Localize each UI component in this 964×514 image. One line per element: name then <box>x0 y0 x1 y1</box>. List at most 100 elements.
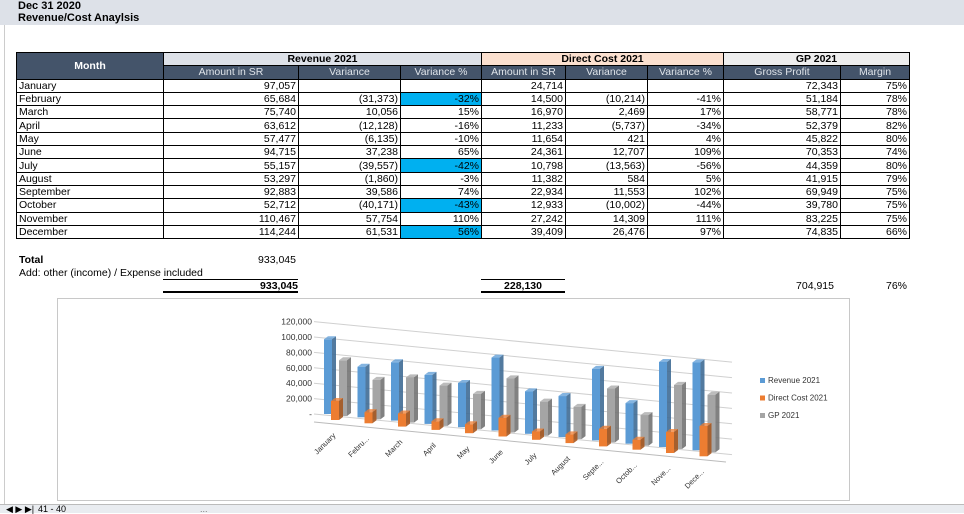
value-cell[interactable]: 27,242 <box>481 211 566 226</box>
value-cell[interactable]: 79% <box>840 171 910 186</box>
subheader-7[interactable]: Margin <box>840 65 910 80</box>
month-cell[interactable]: June <box>16 145 164 160</box>
value-cell[interactable]: 75% <box>840 184 910 200</box>
value-cell[interactable]: 109% <box>647 145 724 160</box>
value-cell[interactable]: 74,835 <box>723 224 841 240</box>
value-cell[interactable]: -42% <box>400 158 482 173</box>
value-cell[interactable]: (13,563) <box>565 158 648 173</box>
value-cell[interactable]: 56% <box>400 224 482 240</box>
month-header[interactable]: Month <box>16 52 164 80</box>
value-cell[interactable]: 70,353 <box>723 145 841 160</box>
value-cell[interactable]: 14,500 <box>481 91 566 107</box>
value-cell[interactable]: 65% <box>400 145 482 160</box>
value-cell[interactable]: 72,343 <box>723 78 841 93</box>
value-cell[interactable]: 97% <box>647 224 724 240</box>
value-cell[interactable]: 11,233 <box>481 118 566 133</box>
value-cell[interactable]: 94,715 <box>163 145 299 160</box>
value-cell[interactable]: 55,157 <box>163 158 299 173</box>
subheader-2[interactable]: Variance % <box>400 65 482 80</box>
value-cell[interactable]: 22,934 <box>481 184 566 200</box>
value-cell[interactable]: -16% <box>400 118 482 133</box>
value-cell[interactable]: 53,297 <box>163 171 299 186</box>
margin-total[interactable]: 76% <box>885 280 907 292</box>
value-cell[interactable]: 75% <box>840 198 910 213</box>
value-cell[interactable]: 4% <box>647 131 724 147</box>
value-cell[interactable]: 110% <box>400 211 482 226</box>
value-cell[interactable]: 11,553 <box>565 184 648 200</box>
month-cell[interactable]: April <box>16 118 164 133</box>
value-cell[interactable]: 63,612 <box>163 118 299 133</box>
value-cell[interactable]: 57,754 <box>298 211 401 226</box>
value-cell[interactable]: 58,771 <box>723 105 841 120</box>
value-cell[interactable]: (5,737) <box>565 118 648 133</box>
cost-group-header[interactable]: Direct Cost 2021 <box>481 51 724 67</box>
value-cell[interactable]: 66% <box>840 224 910 240</box>
value-cell[interactable]: 75% <box>840 211 910 226</box>
value-cell[interactable]: 82% <box>840 118 910 133</box>
value-cell[interactable]: 97,057 <box>163 78 299 93</box>
value-cell[interactable]: 37,238 <box>298 145 401 160</box>
value-cell[interactable]: 74% <box>840 145 910 160</box>
subheader-1[interactable]: Variance <box>298 65 401 80</box>
value-cell[interactable]: (6,135) <box>298 131 401 147</box>
value-cell[interactable]: 11,382 <box>481 171 566 186</box>
gp-total[interactable]: 704,915 <box>796 280 834 292</box>
value-cell[interactable]: 421 <box>565 131 648 147</box>
value-cell[interactable]: (31,373) <box>298 91 401 107</box>
value-cell[interactable]: 2,469 <box>565 105 648 120</box>
value-cell[interactable] <box>298 78 401 93</box>
revenue-group-header[interactable]: Revenue 2021 <box>163 51 482 67</box>
subheader-4[interactable]: Variance <box>565 65 648 80</box>
value-cell[interactable]: 26,476 <box>565 224 648 240</box>
value-cell[interactable]: 39,780 <box>723 198 841 213</box>
value-cell[interactable]: 80% <box>840 131 910 147</box>
value-cell[interactable]: 12,707 <box>565 145 648 160</box>
value-cell[interactable]: -10% <box>400 131 482 147</box>
total-value[interactable]: 933,045 <box>258 254 296 266</box>
value-cell[interactable]: 10,056 <box>298 105 401 120</box>
month-cell[interactable]: May <box>16 131 164 147</box>
value-cell[interactable]: -41% <box>647 91 724 107</box>
value-cell[interactable]: -56% <box>647 158 724 173</box>
value-cell[interactable]: 584 <box>565 171 648 186</box>
value-cell[interactable]: 45,822 <box>723 131 841 147</box>
subheader-6[interactable]: Gross Profit <box>723 65 841 80</box>
value-cell[interactable] <box>647 78 724 93</box>
month-cell[interactable]: September <box>16 184 164 200</box>
sheet-tab-active[interactable]: 41 - 40 <box>38 504 67 514</box>
gp-group-header[interactable]: GP 2021 <box>723 51 910 67</box>
value-cell[interactable]: (12,128) <box>298 118 401 133</box>
month-cell[interactable]: November <box>16 211 164 226</box>
value-cell[interactable]: (10,214) <box>565 91 648 107</box>
value-cell[interactable]: 83,225 <box>723 211 841 226</box>
value-cell[interactable]: 44,359 <box>723 158 841 173</box>
value-cell[interactable]: 11,654 <box>481 131 566 147</box>
month-cell[interactable]: March <box>16 105 164 120</box>
value-cell[interactable]: -32% <box>400 91 482 107</box>
month-cell[interactable]: July <box>16 158 164 173</box>
value-cell[interactable]: 52,379 <box>723 118 841 133</box>
value-cell[interactable]: 61,531 <box>298 224 401 240</box>
sheet-nav-icon[interactable]: ◀ ▶ ▶| <box>6 504 35 514</box>
value-cell[interactable]: 5% <box>647 171 724 186</box>
value-cell[interactable]: -43% <box>400 198 482 213</box>
month-cell[interactable]: August <box>16 171 164 186</box>
value-cell[interactable]: -34% <box>647 118 724 133</box>
value-cell[interactable]: 16,970 <box>481 105 566 120</box>
value-cell[interactable]: 69,949 <box>723 184 841 200</box>
value-cell[interactable] <box>400 78 482 93</box>
value-cell[interactable]: 24,714 <box>481 78 566 93</box>
value-cell[interactable]: (1,860) <box>298 171 401 186</box>
value-cell[interactable]: 15% <box>400 105 482 120</box>
month-cell[interactable]: January <box>16 78 164 93</box>
value-cell[interactable]: 12,933 <box>481 198 566 213</box>
value-cell[interactable]: (39,557) <box>298 158 401 173</box>
value-cell[interactable]: 75,740 <box>163 105 299 120</box>
value-cell[interactable]: 102% <box>647 184 724 200</box>
revenue-total[interactable]: 933,045 <box>163 279 298 293</box>
value-cell[interactable]: 10,798 <box>481 158 566 173</box>
value-cell[interactable]: 80% <box>840 158 910 173</box>
value-cell[interactable]: 52,712 <box>163 198 299 213</box>
value-cell[interactable]: 57,477 <box>163 131 299 147</box>
value-cell[interactable] <box>565 78 648 93</box>
